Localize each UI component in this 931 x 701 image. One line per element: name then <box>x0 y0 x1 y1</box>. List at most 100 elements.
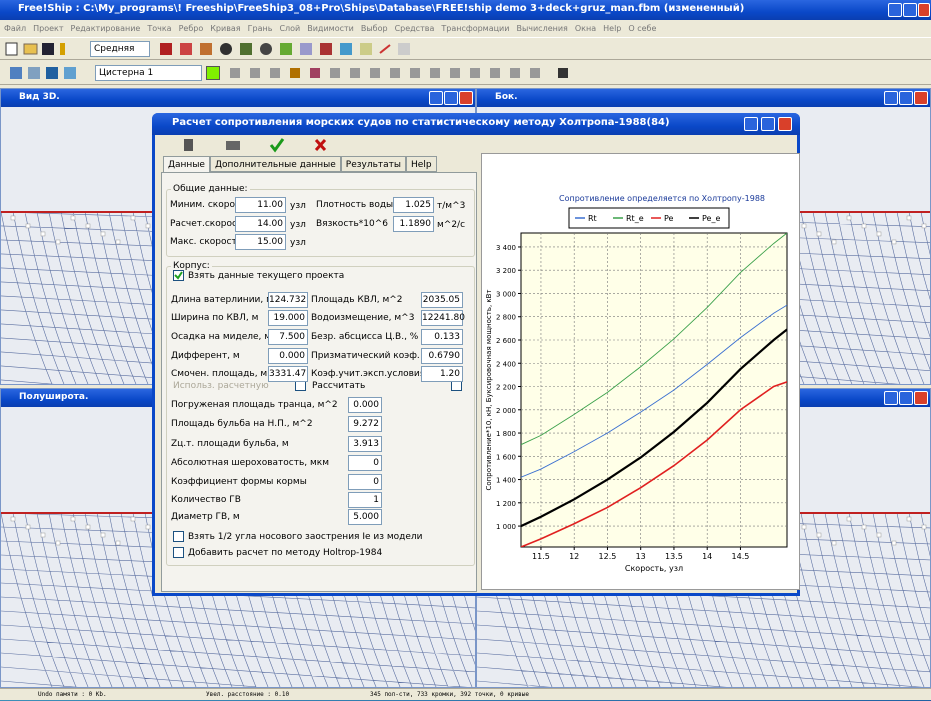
print-icon[interactable] <box>226 141 240 150</box>
close-button[interactable] <box>914 391 928 405</box>
checkbox-label: Рассчитать <box>312 380 365 392</box>
y-tick-label: 2 800 <box>496 314 516 322</box>
chart-title: Сопротивление определяется по Холтропу-1… <box>559 194 765 203</box>
menu-item[interactable]: Редактирование <box>71 21 141 36</box>
menu-item[interactable]: Ребро <box>179 21 204 36</box>
field-input[interactable]: 11.00 <box>235 197 286 213</box>
field-unit: узл <box>290 200 306 212</box>
field-input[interactable]: 1.1890 <box>393 216 434 232</box>
y-tick-label: 3 200 <box>496 267 516 275</box>
maximize-button[interactable] <box>761 117 775 131</box>
viewport-title: Бок. <box>477 89 930 107</box>
menu-item[interactable]: Кривая <box>210 21 240 36</box>
minimize-button[interactable] <box>429 91 443 105</box>
field-unit: узл <box>290 237 306 249</box>
menu-item[interactable]: Слой <box>279 21 300 36</box>
field-input[interactable]: 14.00 <box>235 216 286 232</box>
field-label: Ширина по КВЛ, м <box>171 312 258 324</box>
field-input[interactable]: 0.000 <box>268 348 308 364</box>
close-button[interactable] <box>914 91 928 105</box>
field-input[interactable]: 5.000 <box>348 509 382 525</box>
ok-icon[interactable] <box>271 139 283 150</box>
field-input[interactable]: 0.000 <box>348 397 382 413</box>
menu-item[interactable]: О себе <box>628 21 656 36</box>
menu-item[interactable]: Точка <box>147 21 171 36</box>
quality-combo[interactable]: Средняя <box>90 41 150 57</box>
x-axis-label: Скорость, узл <box>625 564 683 573</box>
field-input[interactable]: 3331.47 <box>268 366 308 382</box>
menu-item[interactable]: Файл <box>4 21 26 36</box>
field-label: Zц.т. площади бульба, м <box>171 438 289 450</box>
field-input[interactable]: 1.025 <box>393 197 434 213</box>
field-input[interactable]: 7.500 <box>268 329 308 345</box>
menu-item[interactable]: Help <box>603 21 621 36</box>
close-button[interactable] <box>778 117 792 131</box>
menu-item[interactable]: Вычисления <box>516 21 567 36</box>
minimize-button[interactable] <box>884 391 898 405</box>
status-text: Увел. расстояние : 0.10 <box>206 689 289 701</box>
field-label: Осадка на миделе, м <box>171 331 271 343</box>
minimize-button[interactable] <box>744 117 758 131</box>
checkbox-checked[interactable] <box>173 270 184 281</box>
dialog-toolbar <box>180 137 330 153</box>
field-input[interactable]: 3.913 <box>348 436 382 452</box>
field-label: Коэффициент формы кормы <box>171 476 307 488</box>
menu-item[interactable]: Трансформации <box>441 21 509 36</box>
menu-item[interactable]: Выбор <box>361 21 388 36</box>
maximize-button[interactable] <box>903 3 917 17</box>
tab[interactable]: Дополнительные данные <box>210 156 341 172</box>
maximize-button[interactable] <box>899 91 913 105</box>
status-text: 345 пол-сти, 733 кромки, 392 точки, 0 кр… <box>370 689 529 701</box>
calc-icon[interactable] <box>184 139 193 151</box>
field-input[interactable]: 12241.80 <box>421 310 463 326</box>
checkbox-label: Взять данные текущего проекта <box>188 270 344 282</box>
minimize-button[interactable] <box>884 91 898 105</box>
minimize-button[interactable] <box>888 3 902 17</box>
close-button[interactable] <box>918 3 930 17</box>
holtrop-dialog: Расчет сопротивления морских судов по ст… <box>152 113 800 596</box>
checkbox[interactable] <box>173 547 184 558</box>
y-tick-label: 1 400 <box>496 477 516 485</box>
field-input[interactable]: 1.20 <box>421 366 463 382</box>
menu-item[interactable]: Средства <box>395 21 435 36</box>
tab[interactable]: Данные <box>163 156 210 172</box>
field-input[interactable]: 0 <box>348 474 382 490</box>
layer-combo[interactable]: Цистерна 1 <box>95 65 202 81</box>
layer-color[interactable] <box>206 66 220 80</box>
field-input[interactable]: 0.6790 <box>421 348 463 364</box>
tab[interactable]: Результаты <box>341 156 406 172</box>
field-input[interactable]: 0.133 <box>421 329 463 345</box>
menu-item[interactable]: Грань <box>248 21 273 36</box>
y-axis-label: Сопротивление*10, кН, Буксировочная мощн… <box>485 289 493 490</box>
viewport-title: Вид 3D. <box>1 89 475 107</box>
field-input[interactable]: 19.000 <box>268 310 308 326</box>
plot-area <box>521 233 787 547</box>
toolbar: Средняя <box>0 37 931 60</box>
field-input[interactable]: 1 <box>348 492 382 508</box>
menu-item[interactable]: Видимости <box>307 21 354 36</box>
x-tick-label: 12.5 <box>599 552 617 561</box>
checkbox[interactable] <box>173 531 184 542</box>
field-label: Коэф.учит.эксп.условия <box>311 368 425 380</box>
y-tick-label: 1 200 <box>496 500 516 508</box>
maximize-button[interactable] <box>444 91 458 105</box>
tab[interactable]: Help <box>406 156 437 172</box>
x-tick-label: 11.5 <box>532 552 550 561</box>
field-input[interactable]: 9.272 <box>348 416 382 432</box>
toolbar-icons <box>8 65 88 81</box>
field-input[interactable]: 0 <box>348 455 382 471</box>
menu-item[interactable]: Проект <box>33 21 63 36</box>
cancel-icon[interactable] <box>316 140 325 150</box>
maximize-button[interactable] <box>899 391 913 405</box>
field-input[interactable]: 124.732 <box>268 292 308 308</box>
field-unit: м^2/с <box>437 219 465 231</box>
close-button[interactable] <box>459 91 473 105</box>
field-label: Безр. абсцисса Ц.В., % <box>311 331 418 343</box>
field-label: Макс. скорость <box>170 236 242 248</box>
menu-item[interactable]: Окна <box>575 21 596 36</box>
field-input[interactable]: 15.00 <box>235 234 286 250</box>
field-label: Водоизмещение, м^3 <box>311 312 414 324</box>
checkbox-label: Добавить расчет по методу Holtrop-1984 <box>188 547 382 559</box>
field-input[interactable]: 2035.05 <box>421 292 463 308</box>
field-unit: т/м^3 <box>437 200 465 212</box>
